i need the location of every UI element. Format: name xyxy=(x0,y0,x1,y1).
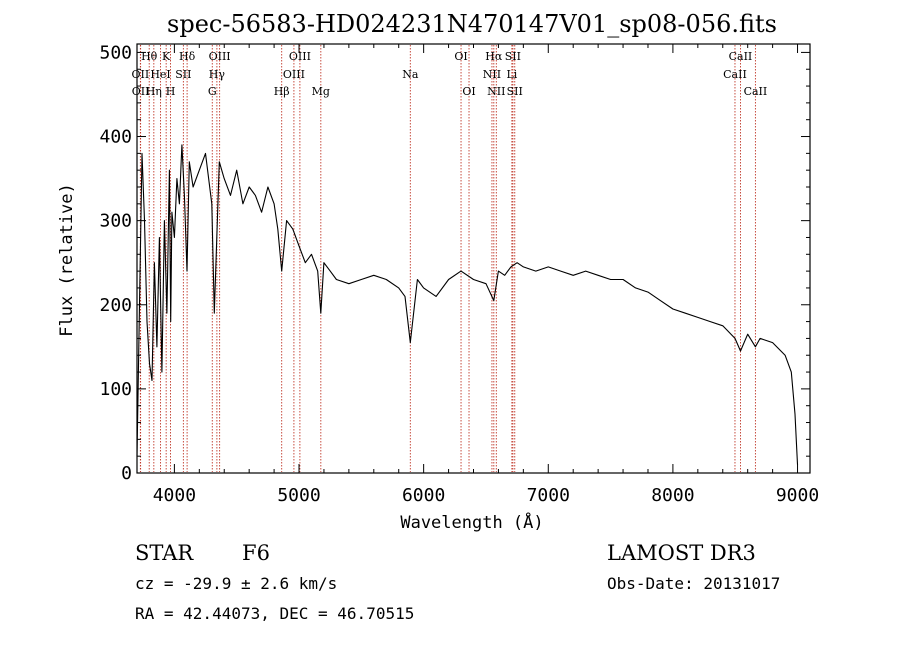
y-tick-label: 400 xyxy=(99,127,132,148)
line-label: CaII xyxy=(729,50,753,63)
line-label: SII xyxy=(505,50,521,63)
line-label: Li xyxy=(506,68,517,81)
line-label: Hδ xyxy=(179,50,196,63)
line-label: SII xyxy=(507,85,523,98)
x-axis-ticks: 4000 5000 6000 7000 8000 9000 xyxy=(153,44,819,506)
line-label: Hβ xyxy=(274,85,290,98)
line-label: Hγ xyxy=(209,68,226,81)
x-tick-label: 7000 xyxy=(527,485,570,506)
x-tick-label: 5000 xyxy=(277,485,320,506)
line-label: SII xyxy=(175,68,191,81)
line-label: K xyxy=(162,50,171,63)
spectrum-line xyxy=(136,144,799,465)
y-axis-ticks: 0 100 200 300 400 500 xyxy=(99,42,810,484)
spectral-line-labels: OII OII Hθ Hη HeI K H SII Hδ G Hγ OIII Hβ OIII OIII Mg N… xyxy=(132,50,768,98)
spectral-line-markers xyxy=(139,45,756,472)
line-label: Hη xyxy=(146,85,162,98)
line-label: OI xyxy=(462,85,475,98)
line-label: G xyxy=(208,85,217,98)
line-label: Hα xyxy=(485,50,503,63)
line-label: NII xyxy=(487,85,505,98)
x-tick-label: 8000 xyxy=(651,485,694,506)
line-label: H xyxy=(166,85,176,98)
object-class: STAR xyxy=(135,541,194,565)
sky-coordinates: RA = 42.44073, DEC = 46.70515 xyxy=(135,604,414,623)
plot-frame xyxy=(136,43,811,474)
line-label: OIII xyxy=(209,50,231,63)
line-label: OIII xyxy=(289,50,311,63)
y-tick-label: 300 xyxy=(99,211,132,232)
line-label: NII xyxy=(483,68,501,81)
object-subclass: F6 xyxy=(242,541,270,565)
redshift-velocity: cz = -29.9 ± 2.6 km/s xyxy=(135,574,337,593)
survey-name: LAMOST DR3 xyxy=(607,541,756,565)
line-label: Na xyxy=(402,68,419,81)
line-label: OIII xyxy=(283,68,305,81)
line-label: OII xyxy=(132,85,150,98)
x-tick-label: 9000 xyxy=(776,485,819,506)
y-axis-label: Flux (relative) xyxy=(57,183,77,337)
line-label: CaII xyxy=(723,68,747,81)
observation-date: Obs-Date: 20131017 xyxy=(607,574,780,593)
line-label: CaII xyxy=(744,85,768,98)
y-tick-label: 100 xyxy=(99,379,132,400)
y-tick-label: 0 xyxy=(121,463,132,484)
y-tick-label: 200 xyxy=(99,295,132,316)
x-axis-label: Wavelength (Å) xyxy=(400,511,543,533)
y-tick-label: 500 xyxy=(99,42,132,63)
line-label: HeI xyxy=(150,68,170,81)
chart-title: spec-56583-HD024231N470147V01_sp08-056.f… xyxy=(167,10,777,38)
line-label: OI xyxy=(454,50,467,63)
line-label: OII xyxy=(132,68,150,81)
x-tick-label: 4000 xyxy=(153,485,196,506)
x-tick-label: 6000 xyxy=(402,485,445,506)
line-label: Mg xyxy=(312,85,330,98)
line-label: Hθ xyxy=(141,50,158,63)
